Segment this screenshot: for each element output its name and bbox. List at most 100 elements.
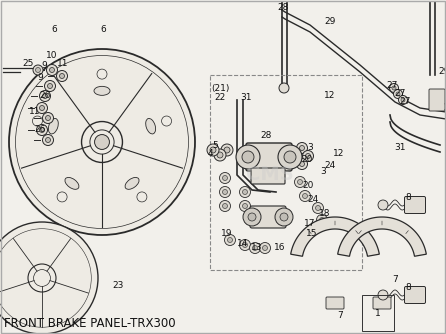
FancyBboxPatch shape <box>246 143 292 171</box>
Text: 27: 27 <box>394 89 406 98</box>
Text: 29: 29 <box>324 17 336 26</box>
Circle shape <box>42 135 54 146</box>
Text: 9: 9 <box>37 73 43 82</box>
Text: 12: 12 <box>333 149 345 158</box>
Text: 12: 12 <box>324 92 336 101</box>
Circle shape <box>306 154 310 159</box>
Circle shape <box>280 213 288 221</box>
Circle shape <box>396 92 400 96</box>
Text: 31: 31 <box>240 94 252 103</box>
Text: 28: 28 <box>260 131 272 140</box>
FancyBboxPatch shape <box>405 287 425 304</box>
Text: 27: 27 <box>399 98 411 107</box>
Circle shape <box>50 67 54 72</box>
Circle shape <box>302 151 314 162</box>
Polygon shape <box>338 217 426 256</box>
Text: 19: 19 <box>221 229 233 238</box>
Ellipse shape <box>49 119 58 134</box>
Circle shape <box>207 144 219 156</box>
Circle shape <box>393 90 402 99</box>
Text: 14: 14 <box>237 238 249 247</box>
Circle shape <box>398 96 408 105</box>
Circle shape <box>401 98 405 102</box>
Circle shape <box>37 103 48 114</box>
Circle shape <box>37 125 48 136</box>
Circle shape <box>45 116 50 121</box>
Circle shape <box>42 94 48 99</box>
Text: 26: 26 <box>39 91 51 100</box>
Text: 20: 20 <box>302 180 314 189</box>
Circle shape <box>33 65 43 75</box>
Circle shape <box>217 152 223 158</box>
Circle shape <box>263 245 268 250</box>
Ellipse shape <box>94 87 110 95</box>
Circle shape <box>224 147 230 153</box>
Text: 22: 22 <box>215 93 226 102</box>
Circle shape <box>248 213 256 221</box>
Text: 17: 17 <box>304 218 316 227</box>
Circle shape <box>223 189 227 194</box>
Circle shape <box>297 179 302 184</box>
Circle shape <box>317 214 327 225</box>
Circle shape <box>59 73 65 78</box>
FancyBboxPatch shape <box>251 168 285 184</box>
Text: 31: 31 <box>394 144 406 153</box>
Circle shape <box>210 147 216 153</box>
Text: 8: 8 <box>405 193 411 202</box>
Circle shape <box>82 122 123 162</box>
Polygon shape <box>291 217 379 256</box>
Text: 16: 16 <box>274 243 286 253</box>
Circle shape <box>378 290 388 300</box>
Circle shape <box>40 128 45 133</box>
Circle shape <box>219 186 231 197</box>
Circle shape <box>9 49 195 235</box>
Circle shape <box>279 83 289 93</box>
Circle shape <box>95 135 109 149</box>
Circle shape <box>161 116 172 126</box>
Circle shape <box>378 200 388 210</box>
Circle shape <box>243 242 248 247</box>
Circle shape <box>48 84 53 89</box>
Circle shape <box>300 190 310 201</box>
Text: 7: 7 <box>337 311 343 320</box>
Circle shape <box>214 149 226 161</box>
Circle shape <box>297 159 307 169</box>
Text: CMS: CMS <box>246 166 294 184</box>
Circle shape <box>227 237 232 242</box>
Circle shape <box>46 64 58 75</box>
Circle shape <box>223 175 227 180</box>
Text: (21): (21) <box>211 84 229 93</box>
Circle shape <box>284 151 296 163</box>
Circle shape <box>240 186 251 197</box>
FancyBboxPatch shape <box>429 89 445 111</box>
Circle shape <box>36 67 41 72</box>
Text: 27: 27 <box>386 80 398 90</box>
Circle shape <box>45 80 55 92</box>
Circle shape <box>97 69 107 79</box>
Circle shape <box>315 205 321 210</box>
Text: 1: 1 <box>375 309 381 318</box>
FancyBboxPatch shape <box>250 206 286 228</box>
Circle shape <box>42 113 54 124</box>
Circle shape <box>392 86 396 90</box>
FancyBboxPatch shape <box>405 196 425 213</box>
Ellipse shape <box>125 177 139 189</box>
Circle shape <box>240 239 251 250</box>
Text: 24: 24 <box>307 195 318 204</box>
Text: 25: 25 <box>22 59 34 68</box>
Circle shape <box>40 91 50 102</box>
Text: 6: 6 <box>51 25 57 34</box>
Circle shape <box>260 242 271 254</box>
Circle shape <box>242 151 254 163</box>
Circle shape <box>219 200 231 211</box>
Circle shape <box>297 143 307 154</box>
Text: 15: 15 <box>306 228 318 237</box>
Circle shape <box>40 106 45 111</box>
Circle shape <box>294 176 306 187</box>
Circle shape <box>0 222 98 334</box>
Text: FRONT BRAKE PANEL-TRX300: FRONT BRAKE PANEL-TRX300 <box>4 317 176 330</box>
Circle shape <box>252 245 257 250</box>
Circle shape <box>243 208 261 226</box>
Text: 6: 6 <box>100 25 106 34</box>
Circle shape <box>313 202 323 213</box>
